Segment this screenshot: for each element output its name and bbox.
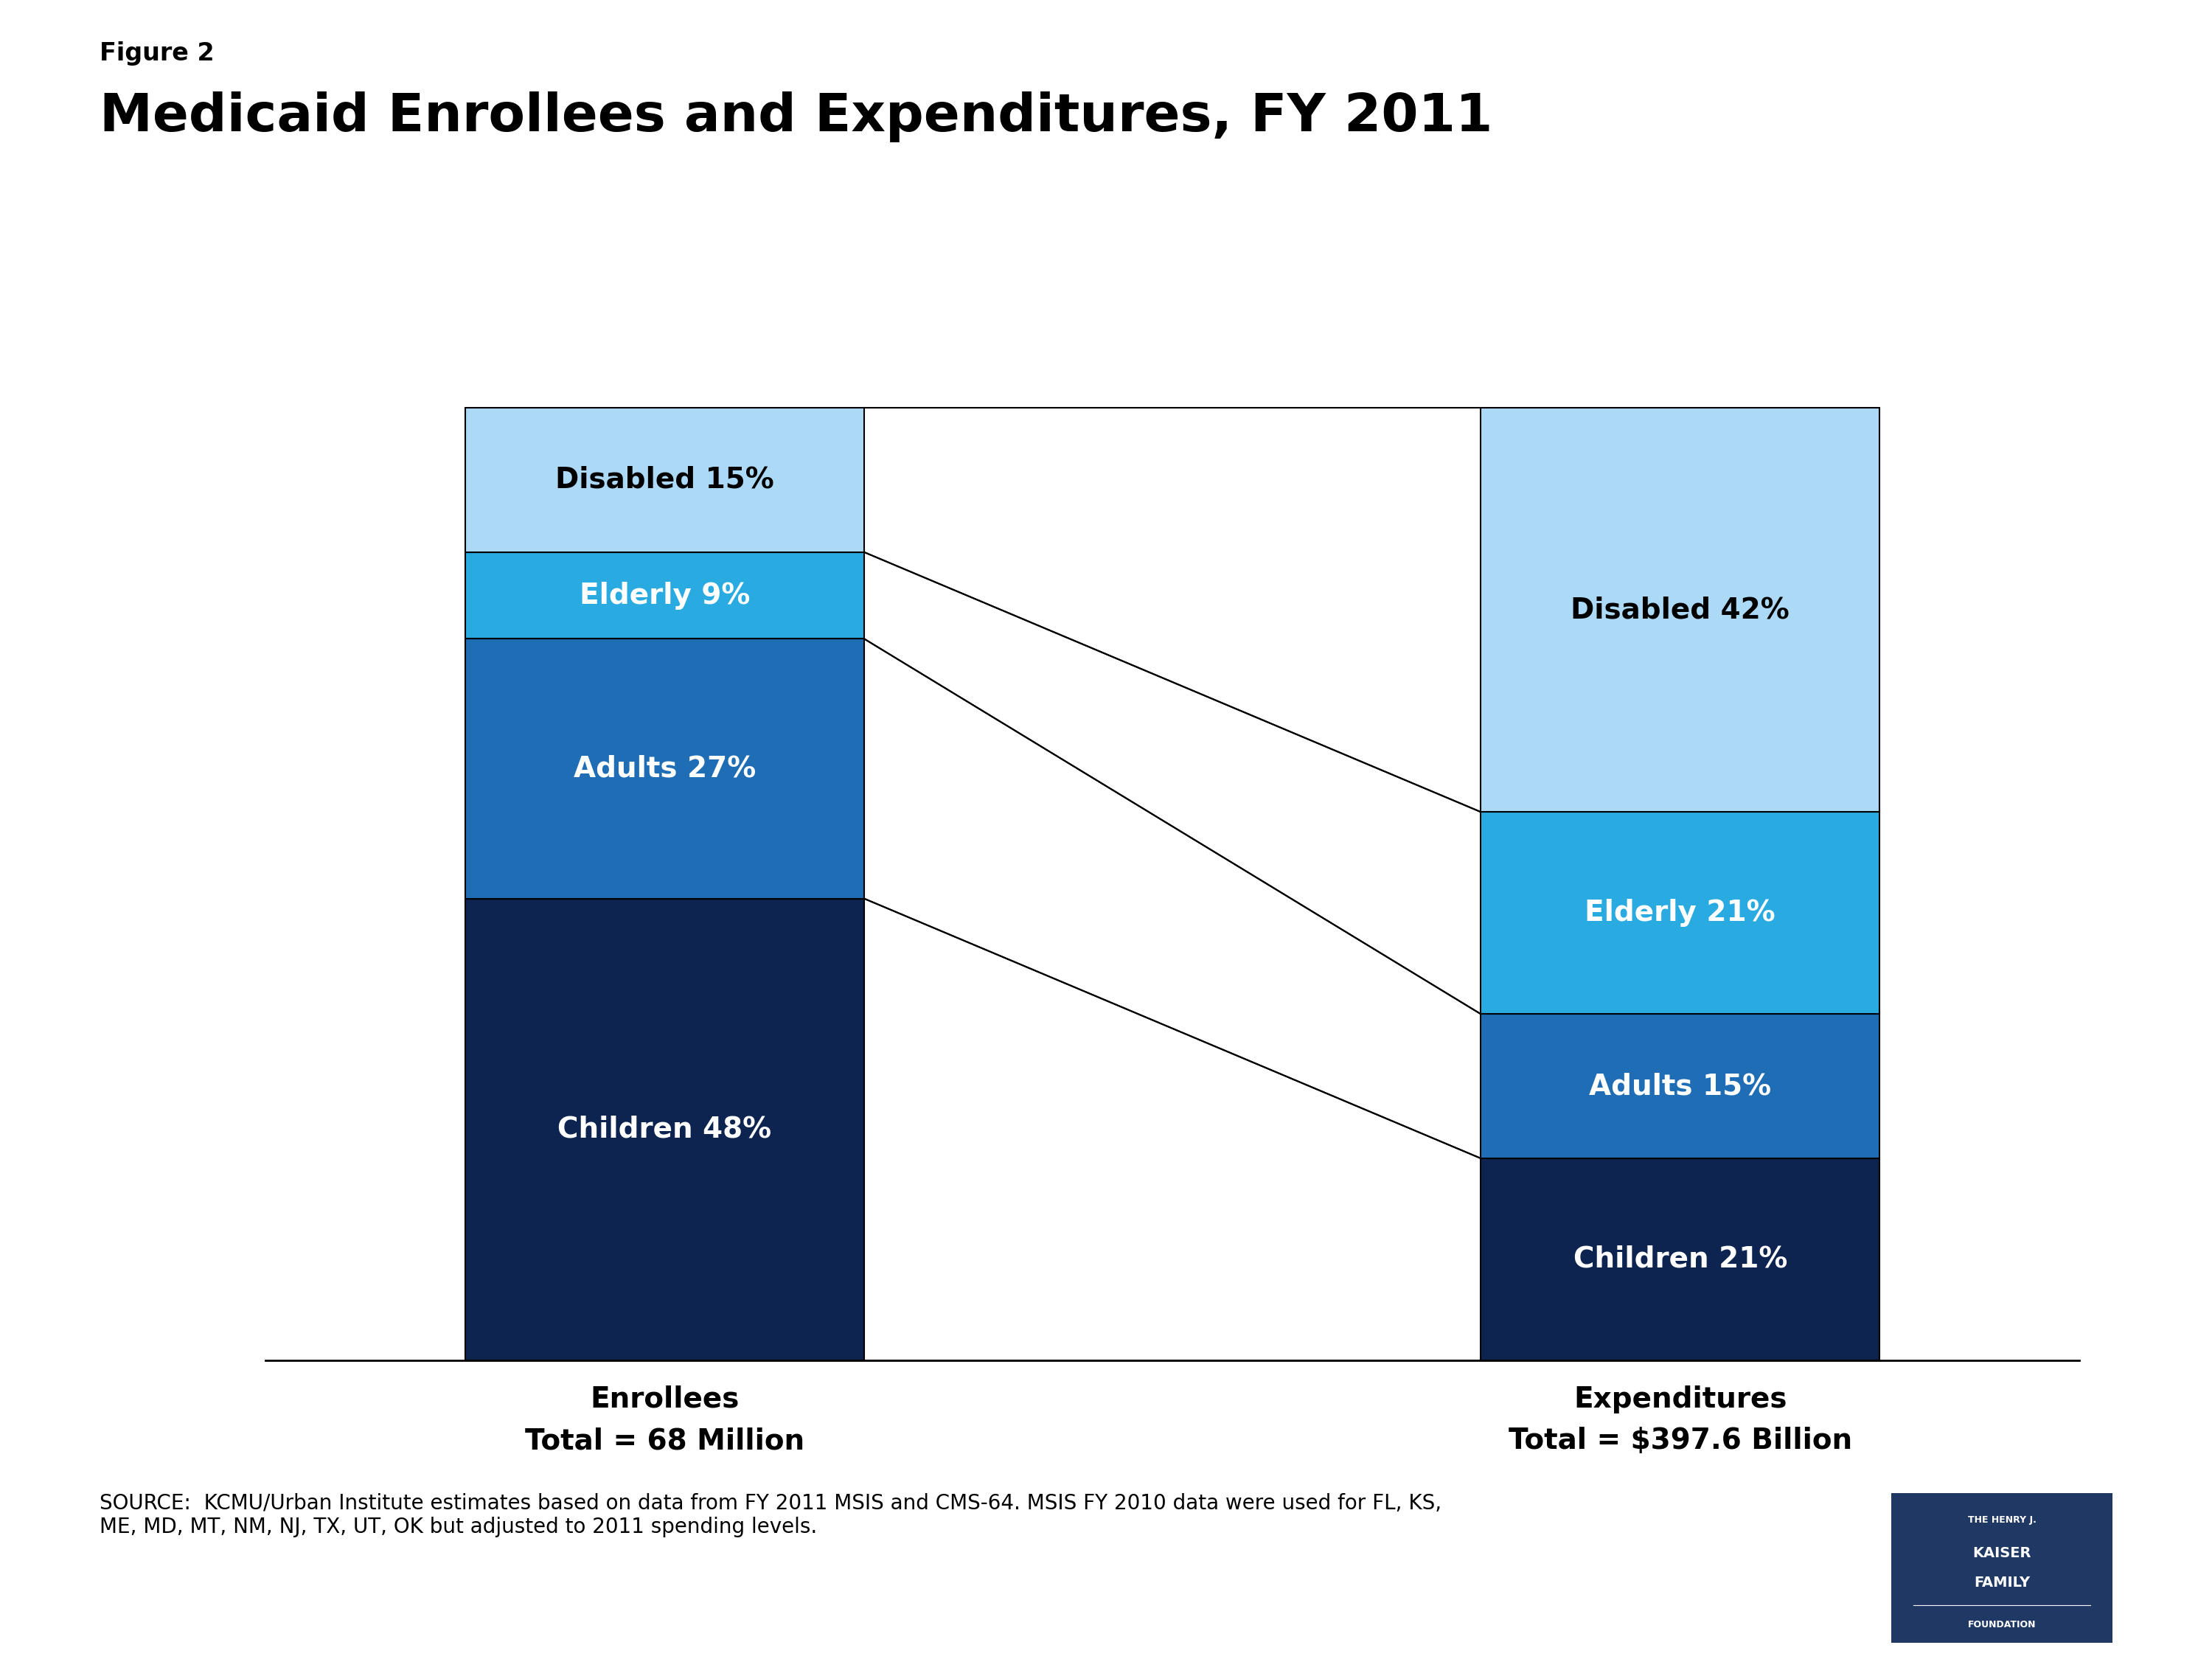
- Bar: [465, 552, 865, 639]
- Text: Elderly 9%: Elderly 9%: [580, 581, 750, 609]
- Text: FAMILY: FAMILY: [1973, 1576, 2031, 1589]
- Text: Total = $397.6 Billion: Total = $397.6 Billion: [1509, 1427, 1851, 1455]
- Text: SOURCE:  KCMU/Urban Institute estimates based on data from FY 2011 MSIS and CMS-: SOURCE: KCMU/Urban Institute estimates b…: [100, 1493, 1442, 1538]
- Bar: [465, 408, 865, 552]
- Text: Disabled 15%: Disabled 15%: [555, 466, 774, 494]
- Bar: [1480, 1014, 1880, 1158]
- Bar: [1480, 811, 1880, 1014]
- Text: Total = 68 Million: Total = 68 Million: [524, 1427, 805, 1455]
- Bar: [1480, 408, 1880, 811]
- Text: KAISER: KAISER: [1973, 1546, 2031, 1559]
- Text: Children 48%: Children 48%: [557, 1115, 772, 1143]
- Text: Enrollees: Enrollees: [591, 1385, 739, 1413]
- Text: FOUNDATION: FOUNDATION: [1969, 1619, 2035, 1629]
- Text: Children 21%: Children 21%: [1573, 1246, 1787, 1274]
- Bar: [1480, 1158, 1880, 1360]
- Text: Adults 15%: Adults 15%: [1588, 1072, 1772, 1100]
- Text: Medicaid Enrollees and Expenditures, FY 2011: Medicaid Enrollees and Expenditures, FY …: [100, 91, 1493, 143]
- Bar: [465, 899, 865, 1360]
- Text: Figure 2: Figure 2: [100, 41, 215, 66]
- Text: THE HENRY J.: THE HENRY J.: [1969, 1515, 2035, 1525]
- Text: Adults 27%: Adults 27%: [573, 755, 757, 783]
- Text: Elderly 21%: Elderly 21%: [1584, 899, 1776, 927]
- Text: Disabled 42%: Disabled 42%: [1571, 596, 1790, 624]
- Text: Expenditures: Expenditures: [1573, 1385, 1787, 1413]
- Bar: [465, 639, 865, 899]
